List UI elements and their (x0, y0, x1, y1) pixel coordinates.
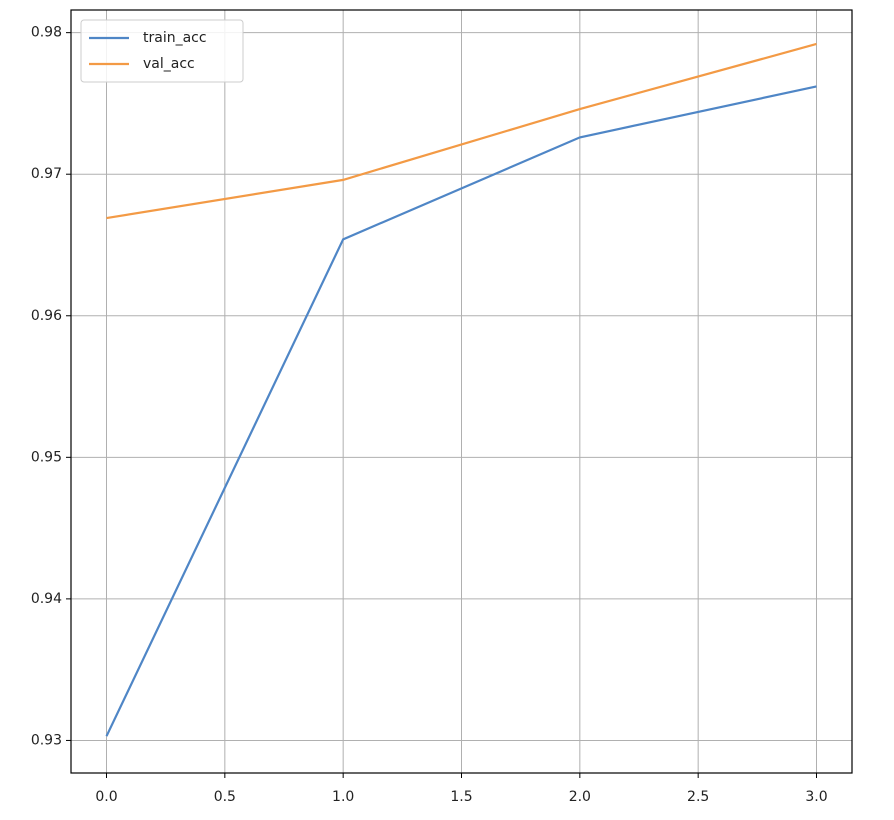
legend-label: val_acc (143, 56, 195, 72)
y-tick-label: 0.94 (31, 591, 62, 607)
x-tick-label: 3.0 (805, 789, 827, 805)
x-tick-label: 0.0 (95, 789, 117, 805)
x-tick-label: 0.5 (214, 789, 236, 805)
x-tick-label: 2.0 (569, 789, 591, 805)
x-tick-label: 2.5 (687, 789, 709, 805)
x-tick-label: 1.5 (450, 789, 472, 805)
y-tick-label: 0.93 (31, 732, 62, 748)
y-tick-label: 0.97 (31, 166, 62, 182)
x-tick-label: 1.0 (332, 789, 354, 805)
y-tick-label: 0.98 (31, 25, 62, 41)
y-tick-label: 0.95 (31, 449, 62, 465)
legend-label: train_acc (143, 30, 207, 46)
series-line (105, 85, 817, 737)
plot-frame (70, 9, 853, 774)
series-line (106, 42, 817, 220)
y-tick-label: 0.96 (31, 308, 62, 324)
legend-box (80, 19, 244, 83)
